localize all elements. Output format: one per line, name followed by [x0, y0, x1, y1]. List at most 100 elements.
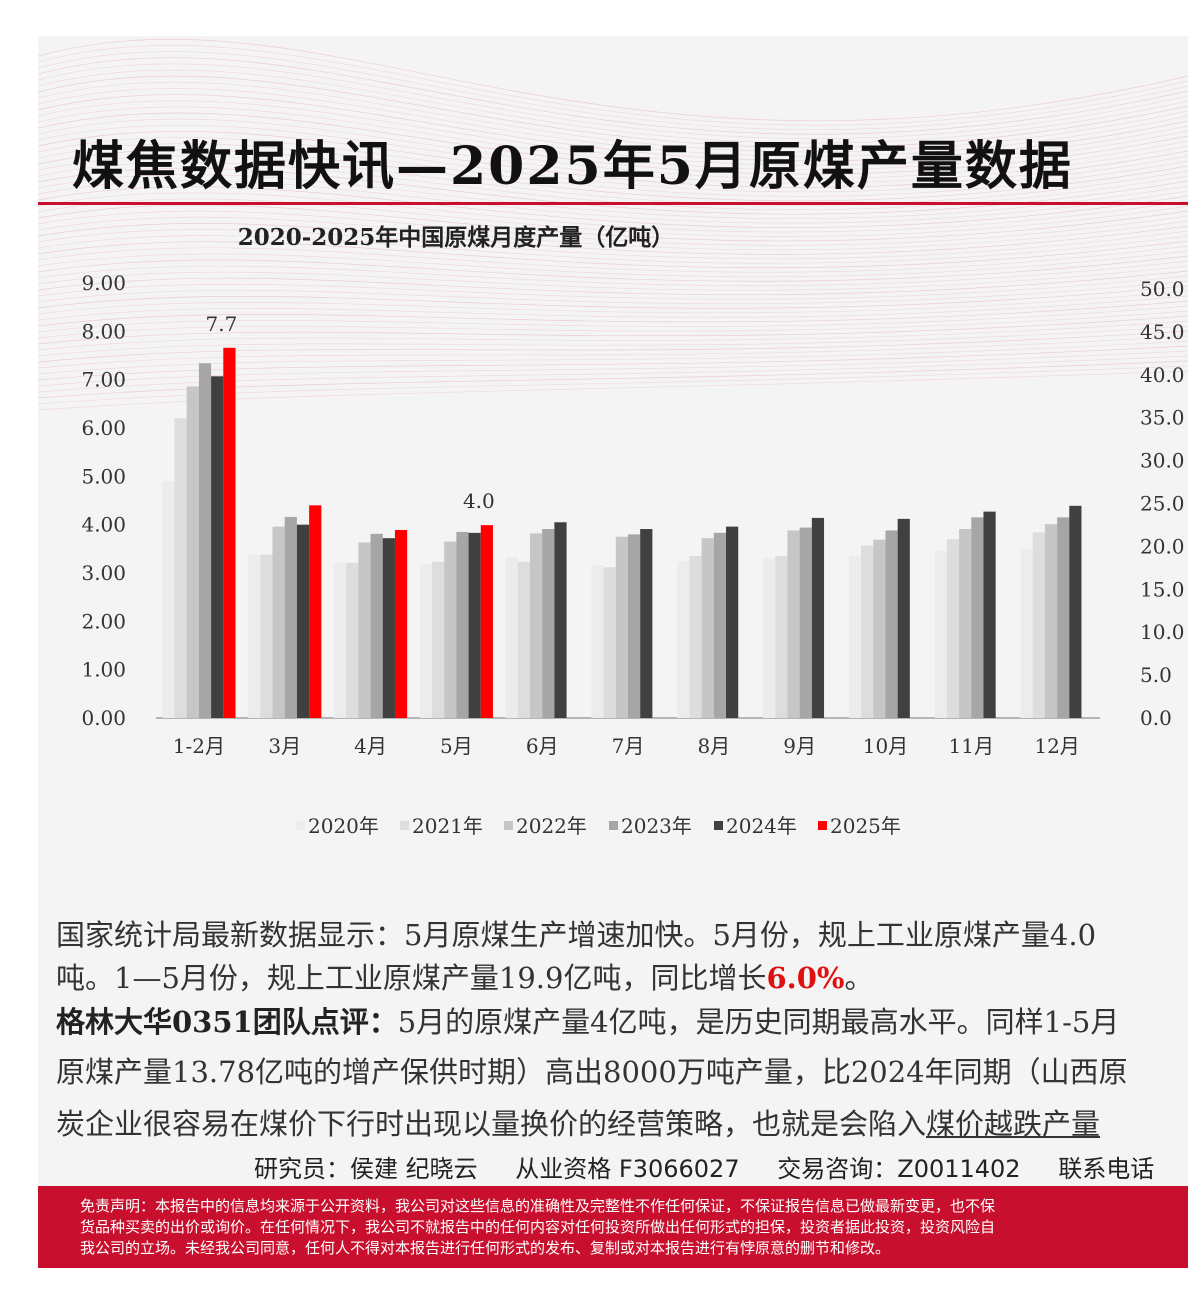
x-tick-label: 7月	[612, 734, 645, 758]
y2-tick-label: 10.0	[1140, 620, 1185, 644]
legend-swatch	[400, 821, 409, 830]
disclaimer-banner: 免责声明：本报告中的信息均来源于公开资料，我公司对这些信息的准确性及完整性不作任…	[38, 1186, 1188, 1268]
underlined-phrase: 煤价越跌产量	[926, 1107, 1101, 1141]
growth-rate-highlight: 6.0%	[766, 961, 845, 995]
x-tick-label: 9月	[783, 734, 816, 758]
bar-2023年-3月	[284, 516, 297, 718]
stats-paragraph-line-1: 国家统计局最新数据显示：5月原煤生产增速加快。5月份，规上工业原煤产量4.0	[56, 912, 1096, 954]
title-divider	[38, 202, 1188, 205]
bar-2021年-7月	[603, 567, 616, 718]
bar-2022年-4月	[358, 542, 371, 718]
stats-text-2-end: 。	[844, 961, 874, 995]
bar-2021年-11月	[946, 539, 960, 718]
bar-2023年-10月	[885, 530, 898, 718]
bar-2022年-1-2月	[186, 386, 199, 718]
legend-label: 2025年	[830, 814, 901, 838]
y-tick-label: 5.00	[81, 464, 126, 488]
bar-2021年-3月	[260, 554, 273, 718]
bar-2020年-1-2月	[162, 481, 175, 718]
bar-2024年-12月	[1069, 505, 1082, 718]
y2-tick-label: 5.0	[1140, 663, 1172, 687]
y-tick-label: 2.00	[81, 609, 126, 633]
bar-2025年-3月	[309, 505, 322, 718]
bar-2020年-5月	[419, 564, 432, 718]
contact-phone-label: 联系电话	[1058, 1155, 1155, 1183]
x-tick-label: 4月	[354, 734, 387, 758]
y-tick-label: 8.00	[81, 319, 126, 343]
y-tick-label: 4.00	[81, 513, 126, 537]
bar-2021年-10月	[861, 545, 874, 718]
comment-paragraph-line-1: 格林大华0351团队点评：5月的原煤产量4亿吨，是历史同期最高水平。同样1-5月	[56, 999, 1119, 1041]
legend-swatch	[296, 821, 305, 830]
bar-2020年-3月	[248, 555, 261, 718]
legend-label: 2021年	[412, 814, 483, 838]
x-tick-label: 10月	[863, 734, 908, 758]
coal-output-chart: 2020-2025年中国原煤月度产量（亿吨） 0.00 1.00 2.00 3.00 4.…	[81, 224, 1185, 838]
x-tick-label: 5月	[440, 734, 473, 758]
legend-label: 2020年	[308, 814, 379, 838]
comment-lead: 格林大华0351团队点评：	[56, 1005, 398, 1039]
y-tick-label: 6.00	[81, 416, 126, 440]
disclaimer-line-3: 我公司的立场。未经我公司同意，任何人不得对本报告进行任何形式的发布、复制或对本报…	[80, 1239, 891, 1257]
bar-2022年-5月	[444, 541, 457, 718]
comment-text-1: 5月的原煤产量4亿吨，是历史同期最高水平。同样1-5月	[397, 1005, 1120, 1039]
decorative-waves	[38, 38, 1188, 411]
bar-2020年-7月	[591, 565, 604, 718]
bar-2024年-6月	[554, 522, 567, 718]
bar-2023年-7月	[628, 534, 641, 718]
bar-2025年-1-2月	[223, 347, 236, 718]
researcher-info: 研究员：侯建 纪晓云 从业资格 F3066027 交易咨询：Z0011402 联…	[254, 1149, 1184, 1184]
x-tick-label: 8月	[697, 734, 730, 758]
consult-number: 交易咨询：Z0011402	[777, 1155, 1021, 1183]
bar-2023年-12月	[1057, 517, 1070, 718]
bar-2020年-6月	[505, 557, 518, 718]
x-tick-label: 1-2月	[173, 734, 225, 758]
bar-2023年-8月	[713, 532, 727, 718]
bar-2022年-12月	[1044, 524, 1058, 718]
bar-2020年-4月	[333, 562, 347, 718]
researcher-names: 研究员：侯建 纪晓云	[254, 1155, 478, 1183]
y-tick-label: 1.00	[81, 658, 126, 682]
y-tick-label: 3.00	[81, 561, 126, 585]
disclaimer-line-1: 免责声明：本报告中的信息均来源于公开资料，我公司对这些信息的准确性及完整性不作任…	[80, 1197, 996, 1215]
legend-swatch	[609, 821, 618, 830]
bar-2021年-6月	[517, 561, 530, 718]
bar-2024年-3月	[296, 524, 310, 718]
legend-label: 2023年	[621, 814, 692, 838]
y2-tick-label: 45.0	[1140, 320, 1185, 344]
bar-2024年-9月	[811, 517, 825, 718]
stats-text-2: 吨。1—5月份，规上工业原煤产量19.9亿吨，同比增长	[56, 961, 767, 995]
y-tick-label: 7.00	[81, 368, 126, 392]
y-tick-label: 9.00	[81, 271, 126, 295]
bar-2022年-8月	[701, 538, 714, 718]
bar-2021年-5月	[431, 561, 445, 718]
x-tick-label: 3月	[268, 734, 301, 758]
bar-2023年-1-2月	[198, 363, 212, 718]
bar-2020年-9月	[763, 558, 776, 718]
chart-title: 2020-2025年中国原煤月度产量（亿吨）	[238, 224, 675, 251]
bar-2024年-11月	[983, 511, 996, 718]
bar-2021年-9月	[775, 556, 788, 718]
bar-2024年-8月	[726, 526, 739, 718]
data-label: 4.0	[463, 489, 495, 513]
legend-label: 2024年	[726, 814, 797, 838]
bar-2021年-4月	[346, 562, 359, 718]
y2-tick-label: 50.0	[1140, 277, 1185, 301]
y-tick-label: 0.00	[81, 706, 126, 730]
bar-2023年-4月	[370, 533, 383, 718]
bar-2022年-11月	[959, 529, 972, 718]
bar-2023年-9月	[799, 527, 812, 718]
bar-2021年-1-2月	[174, 418, 187, 718]
y2-tick-label: 40.0	[1140, 363, 1185, 387]
comment-paragraph-line-3: 炭企业很容易在煤价下行时出现以量换价的经营策略，也就是会陷入煤价越跌产量	[56, 1101, 1100, 1143]
page-title: 煤焦数据快讯—2025年5月原煤产量数据	[72, 136, 1073, 197]
bar-2024年-1-2月	[211, 376, 224, 718]
data-label: 7.7	[206, 312, 238, 336]
bar-2024年-10月	[897, 518, 910, 718]
qualification-number: 从业资格 F3066027	[515, 1155, 740, 1183]
legend-swatch	[714, 821, 723, 830]
bar-2024年-5月	[468, 532, 481, 718]
bar-2022年-6月	[529, 533, 543, 718]
bar-2022年-3月	[272, 526, 285, 718]
x-tick-label: 6月	[526, 734, 559, 758]
